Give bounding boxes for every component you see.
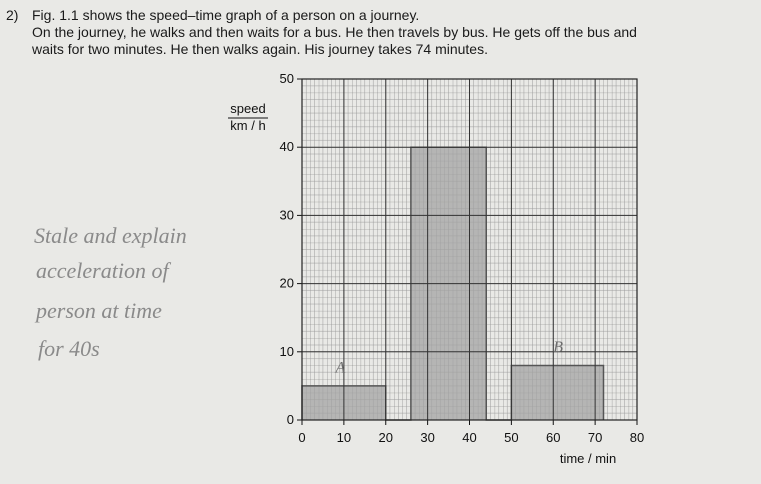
x-tick-label: 80: [630, 430, 644, 445]
annotation: B: [553, 339, 563, 356]
x-tick-label: 10: [337, 430, 351, 445]
x-tick-label: 0: [298, 430, 305, 445]
handwritten-note: acceleration of: [36, 258, 171, 283]
question-line: On the journey, he walks and then waits …: [32, 24, 637, 40]
x-tick-label: 60: [546, 430, 560, 445]
y-tick-label: 0: [287, 412, 294, 427]
y-tick-label: 20: [280, 276, 294, 291]
handwritten-note: for 40s: [38, 336, 100, 361]
x-tick-label: 20: [379, 430, 393, 445]
x-tick-label: 40: [462, 430, 476, 445]
y-tick-label: 30: [280, 207, 294, 222]
x-tick-label: 70: [588, 430, 602, 445]
x-tick-label: 30: [420, 430, 434, 445]
question-line: waits for two minutes. He then walks aga…: [31, 41, 488, 57]
handwritten-note: Stale and explain: [34, 223, 187, 248]
y-axis-label: speed: [230, 101, 265, 116]
y-tick-label: 40: [280, 139, 294, 154]
x-axis-label: time / min: [560, 451, 616, 466]
annotation: A: [335, 359, 346, 376]
y-tick-label: 10: [280, 344, 294, 359]
question-number: 2): [6, 7, 18, 23]
x-tick-label: 50: [504, 430, 518, 445]
question-line: Fig. 1.1 shows the speed–time graph of a…: [32, 7, 419, 23]
plot-border: [301, 78, 638, 421]
y-tick-label: 50: [280, 71, 294, 86]
handwritten-note: person at time: [34, 298, 162, 323]
y-axis-label: km / h: [230, 118, 265, 133]
